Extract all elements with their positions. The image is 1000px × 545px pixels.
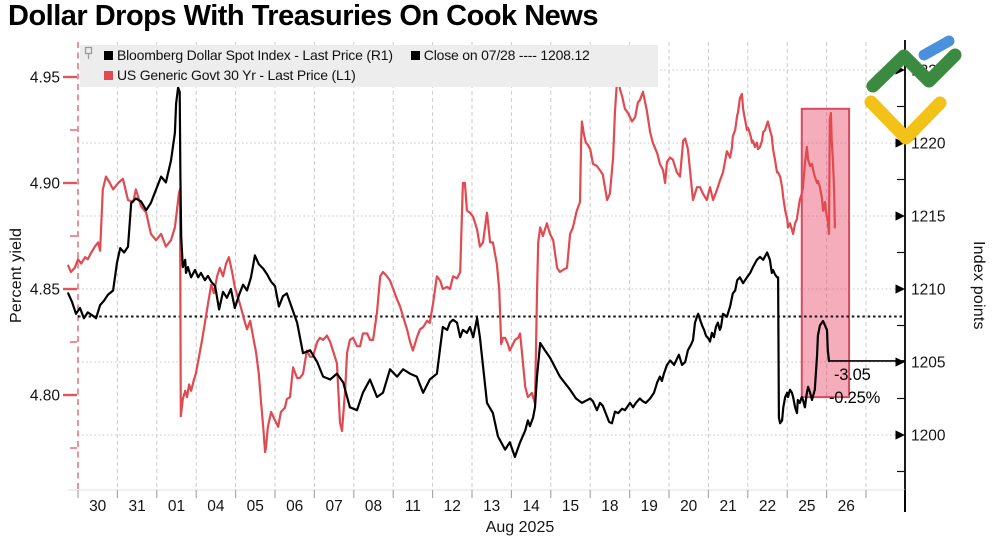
pushpin-icon[interactable] xyxy=(84,46,94,60)
right-tick-label: 1215 xyxy=(911,209,945,226)
right-major-tick xyxy=(895,357,905,367)
x-tick-label: 19 xyxy=(641,498,658,515)
right-major-tick xyxy=(895,138,905,148)
treasury-30y-swatch xyxy=(104,70,113,80)
pct-change-label: -0.25% xyxy=(829,389,881,407)
left-tick-label: 4.85 xyxy=(30,282,60,299)
logo-green-zigzag xyxy=(866,48,962,93)
dollar-index-line xyxy=(67,86,831,458)
right-axis-title: Index points xyxy=(970,240,987,330)
right-tick-label: 1200 xyxy=(911,428,946,445)
legend-label-dollar-index[interactable]: Bloomberg Dollar Spot Index - Last Price… xyxy=(117,47,393,63)
right-major-tick xyxy=(895,284,905,294)
x-axis-title: Aug 2025 xyxy=(486,519,555,536)
x-tick-label: 18 xyxy=(601,498,618,515)
x-tick-label: 25 xyxy=(798,498,815,515)
x-tick-label: 13 xyxy=(483,498,500,515)
x-tick-label: 14 xyxy=(522,498,540,515)
x-tick-label: 20 xyxy=(680,498,698,515)
right-major-tick xyxy=(895,211,905,221)
left-tick-label: 4.90 xyxy=(30,176,61,193)
legend-row-1: Bloomberg Dollar Spot Index - Last Price… xyxy=(80,45,658,65)
litefinance-logo[interactable] xyxy=(858,22,976,147)
x-tick-label: 21 xyxy=(719,498,736,515)
left-tick-label: 4.95 xyxy=(30,70,60,87)
close-line-swatch xyxy=(410,50,420,60)
right-tick-label: 1210 xyxy=(911,282,946,299)
x-tick-label: 06 xyxy=(286,498,303,515)
x-tick-label: 12 xyxy=(444,498,461,515)
right-tick-label: 1205 xyxy=(911,355,945,372)
highlight-region xyxy=(800,107,851,399)
x-tick-label: 05 xyxy=(247,498,264,515)
right-major-tick xyxy=(895,430,905,440)
x-tick-label: 30 xyxy=(89,498,107,515)
left-tick-label: 4.80 xyxy=(30,388,61,405)
left-axis-title: Percent yield xyxy=(8,227,25,323)
x-tick-label: 08 xyxy=(365,498,382,515)
x-tick-label: 04 xyxy=(207,498,225,515)
legend-label-treasury-30y[interactable]: US Generic Govt 30 Yr - Last Price (L1) xyxy=(117,67,356,83)
legend-row-2: US Generic Govt 30 Yr - Last Price (L1) xyxy=(80,65,658,85)
x-tick-label: 31 xyxy=(128,498,145,515)
x-tick-label: 22 xyxy=(759,498,776,515)
chart-title: Dollar Drops With Treasuries On Cook New… xyxy=(8,0,599,32)
logo-yellow-check xyxy=(864,95,947,145)
x-tick-label: 01 xyxy=(168,498,185,515)
legend[interactable]: Bloomberg Dollar Spot Index - Last Price… xyxy=(80,45,658,87)
logo-blue-segment xyxy=(918,35,955,61)
x-tick-label: 15 xyxy=(562,498,579,515)
legend-label-close[interactable]: Close on 07/28 ---- 1208.12 xyxy=(423,47,590,63)
x-tick-label: 11 xyxy=(405,498,421,515)
treasury-30y-line xyxy=(67,77,837,454)
net-change-label: -3.05 xyxy=(834,366,871,384)
dollar-index-swatch xyxy=(104,50,113,60)
x-tick-label: 07 xyxy=(325,498,342,515)
right-tick-label: 1220 xyxy=(911,136,946,153)
x-tick-label: 26 xyxy=(838,498,855,515)
